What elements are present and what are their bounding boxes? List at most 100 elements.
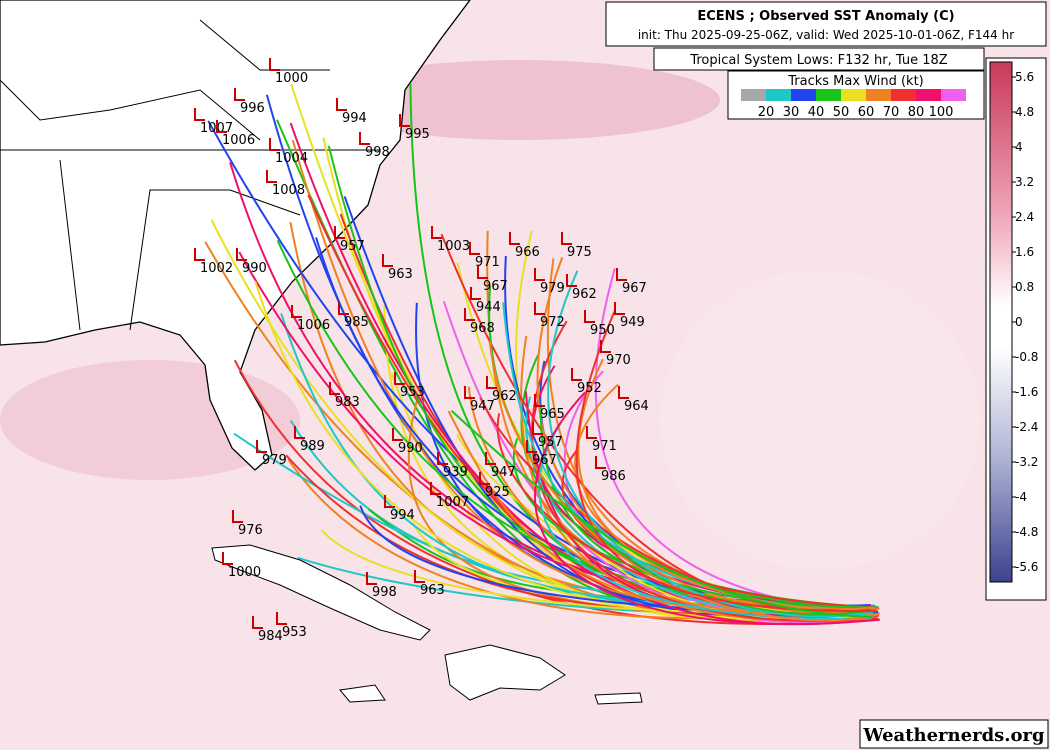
low-marker: [194, 108, 205, 121]
low-marker: [526, 440, 537, 453]
low-marker: [359, 132, 370, 145]
watermark: Weathernerds.org: [862, 725, 1045, 746]
low-marker: [595, 456, 606, 469]
low-marker: [329, 382, 340, 395]
sst-warm: [320, 60, 720, 140]
low-marker: [234, 88, 245, 101]
low-label: 925: [485, 485, 510, 500]
wind-label: 50: [833, 105, 850, 120]
colorbar: [989, 61, 1013, 583]
low-label: 985: [344, 315, 369, 330]
low-label: 963: [388, 267, 413, 282]
wind-swatch: [816, 89, 841, 101]
low-label: 949: [620, 315, 645, 330]
low-marker: [534, 302, 545, 315]
low-label: 967: [483, 279, 508, 294]
low-label: 979: [262, 453, 287, 468]
low-marker: [584, 310, 595, 323]
low-label: 998: [372, 585, 397, 600]
wind-label: 40: [808, 105, 825, 120]
title: ECENS ; Observed SST Anomaly (C): [697, 9, 954, 24]
low-label: 957: [340, 239, 365, 254]
track: [442, 300, 874, 624]
wind-label: 30: [783, 105, 800, 120]
low-label: 983: [335, 395, 360, 410]
low-label: 952: [577, 381, 602, 396]
low-label: 953: [400, 385, 425, 400]
wind-label: 60: [858, 105, 875, 120]
low-label: 1000: [275, 71, 308, 86]
low-marker: [485, 452, 496, 465]
subtitle: Tropical System Lows: F132 hr, Tue 18Z: [689, 53, 947, 68]
low-marker: [394, 372, 405, 385]
low-marker: [384, 495, 395, 508]
low-marker: [571, 368, 582, 381]
low-label: 947: [491, 465, 516, 480]
cuba: [211, 544, 431, 641]
low-marker: [486, 376, 497, 389]
low-marker: [534, 394, 545, 407]
track: [488, 340, 873, 622]
low-marker: [336, 98, 347, 111]
low-marker: [291, 305, 302, 318]
low-label: 972: [540, 315, 565, 330]
sst-neutral: [660, 270, 980, 570]
watermark-box: [859, 719, 1049, 749]
colorbar-label: -2.4: [1015, 420, 1038, 434]
low-label: 986: [601, 469, 626, 484]
track: [450, 410, 873, 618]
colorbar-label: -1.6: [1015, 385, 1038, 399]
low-label: 1008: [272, 183, 305, 198]
low-marker: [236, 248, 247, 261]
colorbar-label: 5.6: [1015, 70, 1034, 84]
colorbar-label: 4.8: [1015, 105, 1034, 119]
track: [547, 270, 874, 618]
low-label: 975: [567, 245, 592, 260]
low-marker: [382, 254, 393, 267]
low-marker: [334, 226, 345, 239]
init: init: Thu 2025-09-25-06Z, valid: Wed 202…: [638, 28, 1014, 42]
low-marker: [470, 287, 481, 300]
low-label: 995: [405, 127, 430, 142]
low-label: 994: [390, 508, 415, 523]
colorbar-label: -5.6: [1015, 560, 1038, 574]
low-label: 950: [590, 323, 615, 338]
low-marker: [600, 340, 611, 353]
low-marker: [479, 472, 490, 485]
colorbar-label: 1.6: [1015, 245, 1034, 259]
low-label: 976: [238, 523, 263, 538]
track: [534, 391, 880, 625]
wind-label: 100: [929, 105, 954, 120]
low-marker: [399, 114, 410, 127]
tracks: [204, 83, 880, 626]
low-label: 996: [240, 101, 265, 116]
low-marker: [586, 426, 597, 439]
wind-legend-keys: 20 30 40 50 60 70 80 100: [741, 89, 966, 120]
subtitle-box: [653, 47, 985, 71]
low-label: 989: [300, 439, 325, 454]
low-marker: [338, 302, 349, 315]
low-marker: [614, 302, 625, 315]
borders: [0, 19, 380, 331]
low-label: 966: [515, 245, 540, 260]
low-label: 957: [538, 435, 563, 450]
low-marker: [366, 572, 377, 585]
low-marker: [431, 226, 442, 239]
low-label: 971: [592, 439, 617, 454]
colorbar-label: 0.8: [1015, 280, 1034, 294]
low-label: 962: [492, 389, 517, 404]
low-marker: [509, 232, 520, 245]
colorbar-label: -3.2: [1015, 455, 1038, 469]
low-marker: [430, 482, 441, 495]
puerto-rico: [594, 692, 643, 705]
low-marker: [266, 170, 277, 183]
low-label: 990: [242, 261, 267, 276]
wind-swatch: [866, 89, 891, 101]
low-label: 984: [258, 629, 283, 644]
low-label: 1006: [222, 133, 255, 148]
wind-swatch: [741, 89, 766, 101]
low-label: 1004: [275, 151, 308, 166]
low-marker: [256, 440, 267, 453]
wind-swatch: [841, 89, 866, 101]
